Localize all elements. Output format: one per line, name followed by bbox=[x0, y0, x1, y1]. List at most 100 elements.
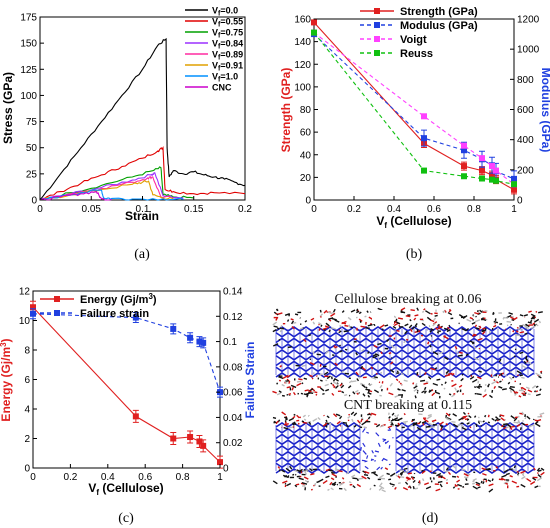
cellulose-bond bbox=[390, 472, 396, 477]
cellulose-bond bbox=[416, 371, 419, 375]
cellulose-bond bbox=[536, 467, 541, 472]
cellulose-bond bbox=[527, 321, 532, 324]
cellulose-bond bbox=[532, 477, 537, 481]
cellulose-bond bbox=[411, 476, 415, 481]
cellulose-bond bbox=[519, 427, 522, 431]
cellulose-bond bbox=[364, 470, 370, 474]
cnt-lattice-row bbox=[275, 360, 535, 367]
cellulose-bond bbox=[491, 380, 497, 385]
cellulose-bond bbox=[467, 412, 470, 415]
cellulose-bond bbox=[519, 374, 524, 377]
cellulose-bond bbox=[511, 480, 518, 484]
cellulose-bond bbox=[325, 322, 330, 327]
cellulose-bond bbox=[452, 465, 457, 469]
cellulose-bond bbox=[285, 467, 291, 472]
cellulose-bond bbox=[512, 468, 518, 473]
cellulose-bond bbox=[325, 419, 328, 423]
cellulose-bond bbox=[282, 474, 289, 478]
cellulose-bond bbox=[303, 418, 307, 421]
legend-label-Failure strain: Failure strain bbox=[80, 308, 149, 320]
cellulose-bond bbox=[482, 420, 485, 423]
cellulose-bond bbox=[445, 412, 451, 417]
cellulose-bond bbox=[272, 321, 278, 326]
data-point-Failure strain bbox=[170, 325, 177, 332]
cellulose-bond bbox=[360, 418, 363, 423]
cellulose-bond bbox=[402, 420, 408, 423]
cellulose-bond bbox=[495, 374, 498, 377]
cellulose-bond bbox=[317, 322, 322, 326]
cellulose-bond bbox=[536, 472, 539, 475]
data-point-Reuss bbox=[461, 173, 467, 180]
cnt-fragment bbox=[381, 457, 385, 462]
cellulose-bond bbox=[445, 478, 449, 481]
cellulose-bond bbox=[539, 388, 542, 392]
cellulose-bond bbox=[351, 380, 357, 383]
cellulose-bond bbox=[397, 422, 401, 426]
cellulose-bond bbox=[334, 345, 338, 349]
cellulose-bond bbox=[293, 421, 296, 424]
cellulose-bond bbox=[446, 417, 452, 421]
cellulose-bond bbox=[522, 419, 524, 422]
cellulose-bond bbox=[402, 486, 409, 491]
cellulose-bond bbox=[389, 482, 392, 485]
cellulose-bond bbox=[347, 385, 352, 389]
cellulose-bond bbox=[487, 414, 490, 418]
panel-b-xtick-label: 0.4 bbox=[387, 204, 401, 215]
cellulose-bond bbox=[283, 426, 289, 430]
panel-c-ylabel-right: Failure Strain bbox=[243, 342, 257, 419]
cellulose-bond bbox=[350, 474, 356, 478]
cellulose-bond bbox=[527, 393, 531, 396]
cellulose-bond bbox=[368, 392, 372, 395]
cellulose-bond bbox=[341, 370, 345, 374]
cellulose-bond bbox=[379, 384, 383, 389]
cellulose-bond bbox=[376, 423, 381, 428]
cellulose-bond bbox=[540, 471, 545, 476]
panel-b-right-ytick-label: 1200 bbox=[517, 15, 540, 26]
cellulose-bond bbox=[367, 394, 371, 398]
panel-b-right-ytick-label: 600 bbox=[517, 105, 534, 116]
cellulose-bond bbox=[456, 351, 459, 355]
cellulose-bond bbox=[473, 346, 477, 350]
cellulose-bond bbox=[445, 467, 450, 471]
cellulose-bond bbox=[386, 472, 390, 476]
cellulose-bond bbox=[412, 422, 418, 425]
cellulose-bond bbox=[403, 467, 408, 470]
panel-b-left-ytick-label: 140 bbox=[294, 37, 311, 48]
cellulose-bond bbox=[521, 422, 526, 426]
cellulose-bond bbox=[272, 416, 277, 419]
cellulose-bond bbox=[403, 413, 406, 416]
cellulose-bond bbox=[431, 392, 436, 397]
cellulose-bond bbox=[275, 312, 278, 315]
cellulose-bond bbox=[461, 426, 467, 431]
legend-label-CNC: CNC bbox=[212, 83, 232, 93]
cellulose-bond bbox=[442, 310, 446, 313]
cnt-fragment bbox=[388, 445, 391, 449]
cellulose-bond bbox=[272, 343, 279, 347]
data-point-Strength (GPa) bbox=[479, 167, 485, 174]
cellulose-bond bbox=[500, 477, 506, 481]
cellulose-bond bbox=[372, 355, 378, 359]
cellulose-bond bbox=[505, 472, 510, 476]
cellulose-bond bbox=[284, 482, 287, 485]
cellulose-bond bbox=[303, 338, 307, 343]
cellulose-bond bbox=[353, 412, 358, 417]
cellulose-bond bbox=[337, 469, 343, 473]
cellulose-bond bbox=[475, 327, 480, 330]
cellulose-bond bbox=[323, 329, 326, 331]
cellulose-bond bbox=[367, 413, 371, 416]
cellulose-bond bbox=[409, 319, 412, 322]
cellulose-bond bbox=[334, 362, 339, 366]
cellulose-bond bbox=[499, 380, 502, 383]
data-point-Modulus (GPa) bbox=[461, 147, 467, 154]
cellulose-bond bbox=[472, 334, 477, 337]
cellulose-bond bbox=[397, 317, 404, 320]
cellulose-bond bbox=[306, 394, 309, 398]
cellulose-bond bbox=[373, 472, 378, 477]
cellulose-bond bbox=[366, 310, 369, 313]
cellulose-bond bbox=[505, 482, 509, 485]
cellulose-bond bbox=[350, 411, 355, 416]
cellulose-bond bbox=[505, 426, 509, 430]
cnt-breaking-snapshot bbox=[272, 411, 545, 493]
cellulose-bond bbox=[367, 351, 370, 354]
cellulose-bond bbox=[509, 386, 515, 389]
